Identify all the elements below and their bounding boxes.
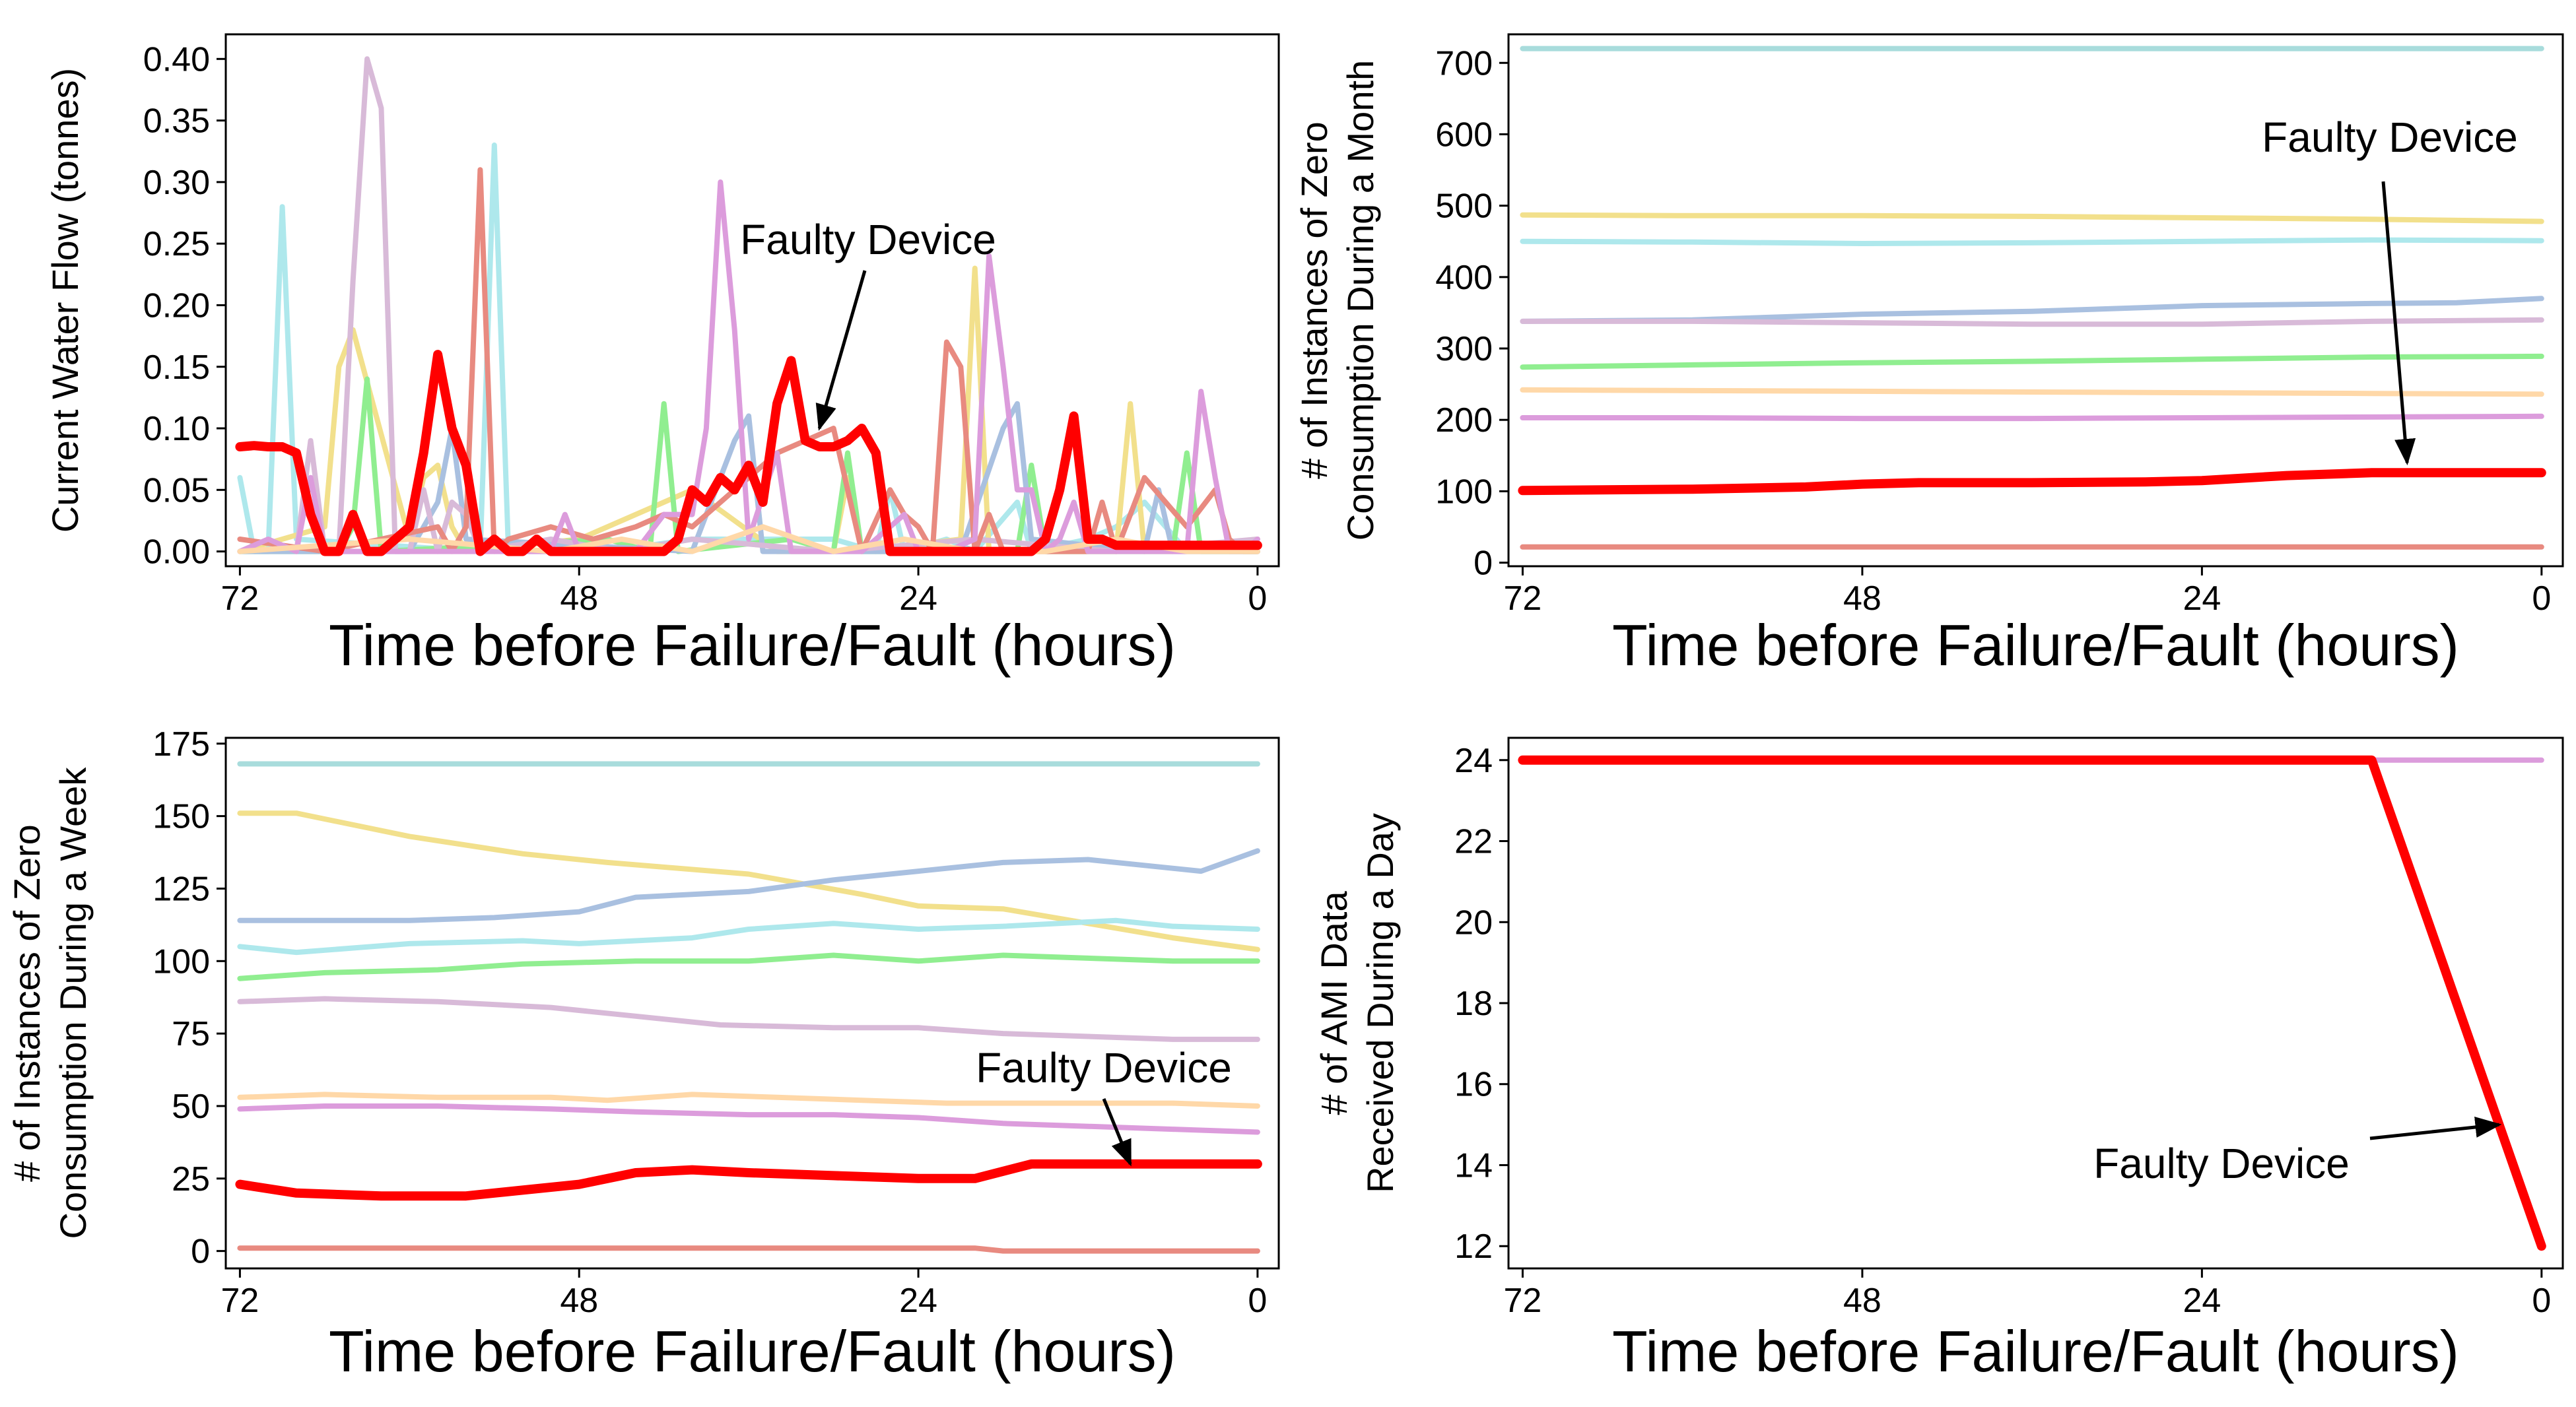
y-tick-label: 50 [172, 1088, 210, 1126]
y-tick-label: 0.20 [143, 286, 210, 325]
series-line-faulty-device [1518, 755, 2546, 1251]
x-tick-label: 24 [899, 579, 937, 618]
annotation-label: Faulty Device [2262, 114, 2518, 161]
y-tick-label: 600 [1435, 115, 1493, 154]
y-tick-label: 0.00 [143, 533, 210, 572]
y-tick-label: 500 [1435, 187, 1493, 226]
y-tick-label: 100 [153, 942, 210, 981]
x-axis-title: Time before Failure/Fault (hours) [1612, 612, 2459, 678]
series-line-device-3 [237, 848, 1260, 923]
y-tick-label: 100 [1435, 473, 1493, 511]
chart-top-right-zero-month: 72 48 24 0 0 100 200 300 400 500 600 700 Time before… [1293, 33, 2564, 678]
y-tick-label: 22 [1454, 823, 1493, 861]
x-tick-label: 48 [1843, 579, 1881, 618]
series-line-faulty-device [235, 350, 1262, 556]
y-tick-label: 150 [153, 798, 210, 836]
x-tick-label: 48 [560, 579, 598, 618]
series-line-device-4 [237, 401, 1260, 554]
x-tick-label: 72 [1504, 1282, 1542, 1320]
y-axis-title: Received During a Day [1359, 813, 1401, 1193]
y-tick-label: 75 [172, 1015, 210, 1053]
series-group [235, 56, 1262, 556]
y-tick-label: 20 [1454, 903, 1493, 942]
x-axis-title: Time before Failure/Fault (hours) [1612, 1319, 2459, 1384]
x-tick-label: 72 [220, 1282, 259, 1320]
chart-top-left-water-flow: 72 48 24 0 0.00 0.05 0.10 0.15 0.20 0.25 0.30 0.35 0… [44, 33, 1280, 678]
series-group [1518, 755, 2546, 1251]
x-tick-label: 0 [1248, 579, 1267, 618]
x-tick-label: 48 [560, 1282, 598, 1320]
plot-frame [1507, 33, 2564, 568]
y-tick-label: 0.15 [143, 348, 210, 387]
x-tick-label: 24 [2183, 579, 2221, 618]
y-tick-label: 16 [1454, 1066, 1493, 1104]
series-line-device-5 [237, 952, 1260, 981]
x-tick-label: 72 [1504, 579, 1542, 618]
x-tick-label: 0 [2532, 1282, 2551, 1320]
series-line-device-7 [1520, 387, 2544, 397]
x-tick-label: 24 [899, 1282, 937, 1320]
annotation-arrow [2369, 1117, 2502, 1140]
y-tick-label: 0 [191, 1233, 210, 1271]
y-axis-title: # of AMI Data [1313, 891, 1355, 1115]
series-group [1518, 46, 2546, 550]
annotation-arrow [2381, 181, 2416, 466]
annotation-arrow [1102, 1098, 1132, 1167]
annotation-label: Faulty Device [2093, 1140, 2350, 1187]
y-tick-label: 700 [1435, 44, 1493, 82]
y-tick-label: 12 [1454, 1227, 1493, 1266]
series-line-device-4 [237, 917, 1260, 956]
series-line-device-2 [1520, 212, 2544, 224]
series-line-device-7 [237, 1092, 1260, 1109]
y-tick-label: 25 [172, 1160, 210, 1198]
y-axis-title: Consumption During a Week [52, 767, 94, 1239]
annotation-arrow [815, 270, 867, 431]
y-tick-label: 400 [1435, 259, 1493, 297]
series-line-device-5 [1520, 317, 2544, 327]
y-tick-label: 0.30 [143, 164, 210, 202]
y-tick-label: 175 [153, 725, 210, 764]
y-tick-label: 18 [1454, 985, 1493, 1023]
series-line-device-4 [1520, 296, 2544, 324]
y-tick-label: 0.25 [143, 225, 210, 263]
y-tick-label: 0.05 [143, 471, 210, 509]
y-axis-title: # of Instances of Zero [1293, 121, 1335, 479]
y-tick-label: 24 [1454, 742, 1493, 780]
x-tick-label: 48 [1843, 1282, 1881, 1320]
y-tick-label: 0.40 [143, 40, 210, 79]
annotation-label: Faulty Device [740, 216, 996, 263]
y-tick-label: 0 [1474, 544, 1493, 583]
x-axis-title: Time before Failure/Fault (hours) [329, 1319, 1176, 1384]
y-tick-label: 125 [153, 870, 210, 908]
annotation-label: Faulty Device [976, 1044, 1232, 1092]
plot-frame [224, 33, 1280, 568]
plot-frame [224, 736, 1280, 1270]
y-axis-title: Consumption During a Month [1339, 60, 1381, 540]
x-tick-label: 24 [2183, 1282, 2221, 1320]
series-line-device-9 [237, 1245, 1260, 1254]
y-tick-label: 0.10 [143, 410, 210, 448]
x-tick-label: 0 [2532, 579, 2551, 618]
y-tick-label: 14 [1454, 1146, 1493, 1185]
y-axis-title: Current Water Flow (tonnes) [44, 68, 86, 533]
series-group [235, 761, 1262, 1254]
y-tick-label: 300 [1435, 330, 1493, 368]
series-line-device-3 [1520, 237, 2544, 246]
y-tick-label: 200 [1435, 401, 1493, 440]
series-line-faulty-device [235, 1159, 1262, 1201]
series-line-device-6 [237, 996, 1260, 1042]
y-axis-title: # of Instances of Zero [6, 824, 48, 1182]
x-axis-title: Time before Failure/Fault (hours) [329, 612, 1176, 678]
x-tick-label: 0 [1248, 1282, 1267, 1320]
series-line-device-6 [1520, 353, 2544, 370]
y-tick-label: 0.35 [143, 102, 210, 141]
series-line-device-8 [237, 1103, 1260, 1135]
chart-bottom-left-zero-week: 72 48 24 0 0 25 50 75 100 125 150 175 Time before Fa… [6, 725, 1280, 1384]
plot-frame [1507, 736, 2564, 1270]
x-tick-label: 72 [220, 579, 259, 618]
series-line-device-8 [1520, 413, 2544, 422]
series-line-faulty-device [1518, 468, 2546, 496]
